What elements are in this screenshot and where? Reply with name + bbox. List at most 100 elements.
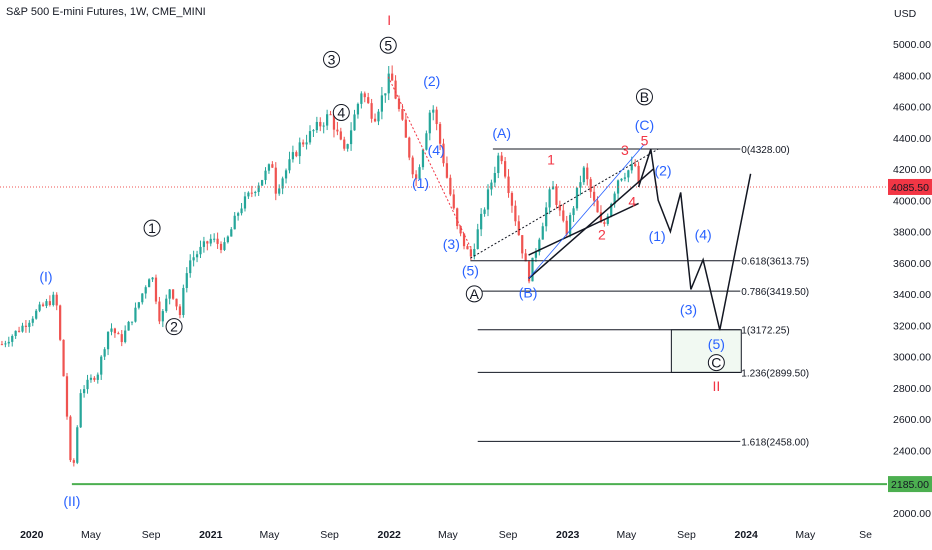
candle-body (189, 260, 192, 274)
x-tick-label: May (616, 529, 637, 541)
price-badge-label: 2185.00 (891, 479, 929, 491)
time-axis[interactable] (0, 520, 887, 550)
blue-channel-line (528, 143, 645, 279)
candle-body (469, 249, 472, 257)
candle-body (178, 306, 182, 316)
candle-body (113, 328, 117, 334)
candle-body (302, 142, 305, 145)
candle-body (65, 376, 69, 417)
y-tick-label: 2600.00 (893, 414, 931, 426)
candle-body (124, 330, 127, 343)
candle-body (199, 246, 202, 255)
candle-body (493, 173, 496, 183)
x-tick-label: Se (859, 529, 872, 541)
candle-body (41, 304, 45, 306)
candle-body (370, 103, 373, 119)
candle-body (521, 235, 524, 254)
candle-body (106, 331, 110, 350)
candle-body (620, 178, 623, 181)
candle-body (110, 328, 113, 332)
fib-level-label: 0.618(3613.75) (741, 257, 809, 268)
candle-body (418, 167, 421, 179)
candle-body (480, 213, 483, 230)
candle-body (346, 144, 349, 149)
candle-body (134, 307, 137, 322)
candle-body (551, 186, 555, 190)
plot-area: 0(4328.00)0.618(3613.75)0.786(3419.50)1(… (0, 12, 887, 509)
y-tick-label: 3000.00 (893, 352, 931, 364)
candle-body (312, 130, 315, 132)
candle-body (120, 334, 123, 343)
candle-body (541, 226, 544, 240)
candle-body (380, 95, 384, 112)
candle-body (332, 114, 336, 130)
candle-body (182, 287, 185, 316)
candle-body (623, 177, 627, 179)
candle-body (589, 179, 592, 192)
candle-body (103, 349, 106, 357)
candle-body (336, 129, 339, 132)
x-tick-label: 2020 (20, 529, 44, 541)
candle-body (28, 322, 31, 327)
candle-body (503, 161, 507, 177)
candle-body (582, 167, 585, 183)
candle-body (490, 182, 493, 190)
candle-body (394, 80, 397, 99)
candle-body (592, 191, 596, 201)
currency-label: USD (894, 8, 917, 20)
wave-label: B (640, 89, 649, 105)
candle-body (322, 125, 325, 127)
price-axis[interactable] (887, 0, 932, 550)
price-badge (888, 178, 932, 195)
candle-body (360, 93, 363, 104)
candle-body (486, 189, 490, 210)
wave-label: 2 (598, 226, 606, 242)
candle-body (216, 238, 219, 244)
candle-body (315, 121, 318, 131)
candle-body (435, 109, 438, 125)
candle-body (404, 119, 407, 138)
y-tick-label: 4600.00 (893, 102, 931, 114)
candle-body (31, 318, 34, 323)
candle-body (35, 310, 38, 319)
wave-label: 5 (641, 133, 649, 149)
candle-body (308, 131, 312, 143)
wave-label-circle (707, 354, 725, 372)
candle-body (21, 325, 24, 332)
wave-label: A (470, 286, 480, 302)
candle-body (428, 112, 431, 134)
candle-body (130, 321, 134, 323)
candle-body (175, 298, 178, 307)
y-tick-label: 3200.00 (893, 320, 931, 332)
wave-label: (A) (492, 125, 511, 141)
wave-label-circle (465, 285, 483, 303)
candle-body (278, 188, 281, 194)
wave-label: (3) (443, 236, 460, 252)
candle-body (391, 73, 394, 81)
candle-body (476, 229, 479, 249)
candle-body (240, 208, 243, 214)
candle-body (288, 159, 291, 171)
wave-label: (4) (428, 142, 445, 158)
candle-body (38, 304, 41, 311)
candle-body (254, 192, 257, 194)
candle-body (438, 124, 442, 144)
wave-label: (I) (39, 269, 52, 285)
candle-body (55, 294, 58, 306)
candle-body (93, 377, 96, 380)
candle-body (48, 301, 51, 306)
candle-body (527, 261, 531, 282)
candle-body (202, 241, 206, 247)
x-tick-label: Sep (499, 529, 518, 541)
candle-body (45, 301, 48, 306)
candle-body (305, 142, 308, 145)
x-tick-label: May (81, 529, 102, 541)
candle-body (151, 277, 154, 280)
wave-label: 3 (621, 142, 629, 158)
wave-label: (1) (412, 175, 429, 191)
candle-body (69, 416, 72, 461)
candle-body (295, 152, 298, 157)
candle-body (0, 344, 4, 346)
candle-body (329, 114, 332, 116)
